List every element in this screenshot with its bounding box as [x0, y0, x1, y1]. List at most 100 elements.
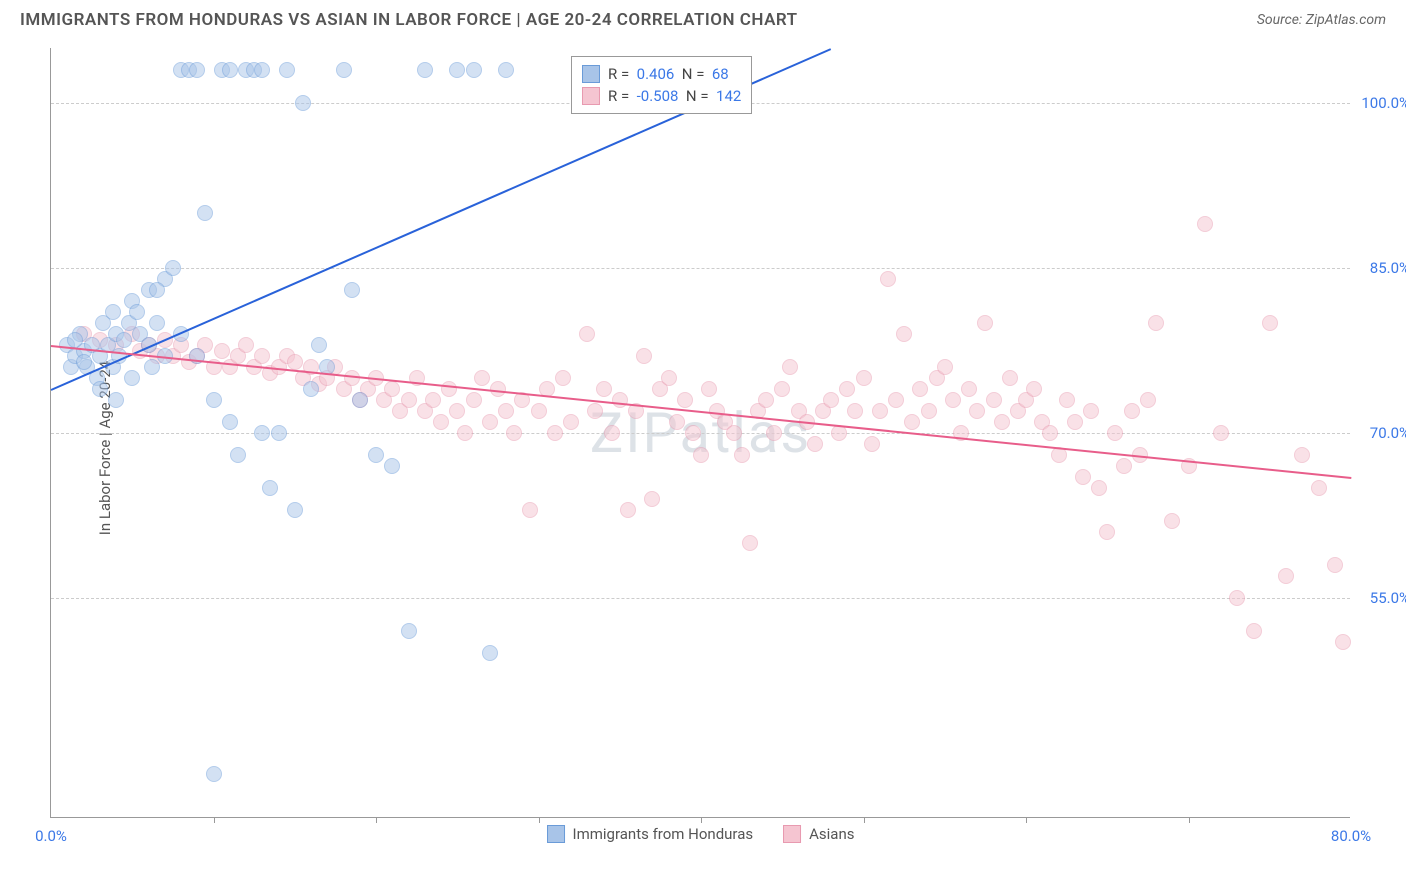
data-point [344, 282, 360, 298]
data-point [872, 403, 888, 419]
data-point [604, 425, 620, 441]
data-point [433, 414, 449, 430]
legend-item: Immigrants from Honduras [547, 825, 754, 843]
x-tick-label: 0.0% [35, 827, 67, 845]
y-tick-label: 85.0% [1355, 259, 1406, 277]
y-tick-label: 100.0% [1355, 94, 1406, 112]
data-point [197, 205, 213, 221]
data-point [449, 403, 465, 419]
data-point [498, 403, 514, 419]
data-point [401, 392, 417, 408]
x-tick-mark [1189, 817, 1190, 823]
data-point [368, 447, 384, 463]
data-point [685, 425, 701, 441]
legend-swatch [582, 65, 600, 83]
x-tick-mark [1026, 817, 1027, 823]
data-point [254, 62, 270, 78]
data-point [417, 62, 433, 78]
data-point [742, 535, 758, 551]
legend-label: Immigrants from Honduras [573, 825, 754, 843]
data-point [579, 326, 595, 342]
data-point [262, 480, 278, 496]
data-point [165, 260, 181, 276]
data-point [238, 337, 254, 353]
data-point [823, 392, 839, 408]
data-point [287, 354, 303, 370]
source-credit: Source: ZipAtlas.com [1257, 12, 1386, 28]
data-point [888, 392, 904, 408]
data-point [1311, 480, 1327, 496]
data-point [839, 381, 855, 397]
data-point [547, 425, 563, 441]
data-point [76, 354, 92, 370]
data-point [912, 381, 928, 397]
data-point [129, 304, 145, 320]
data-point [189, 62, 205, 78]
stats-text: R = -0.508 N = 142 [608, 87, 741, 105]
x-tick-mark [539, 817, 540, 823]
data-point [734, 447, 750, 463]
data-point [531, 403, 547, 419]
gridline-horizontal [51, 268, 1350, 269]
data-point [1124, 403, 1140, 419]
data-point [498, 62, 514, 78]
data-point [1164, 513, 1180, 529]
data-point [401, 623, 417, 639]
data-point [880, 271, 896, 287]
data-point [124, 370, 140, 386]
data-point [693, 447, 709, 463]
data-point [222, 62, 238, 78]
data-point [1091, 480, 1107, 496]
stats-text: R = 0.406 N = 68 [608, 65, 729, 83]
data-point [466, 62, 482, 78]
data-point [1067, 414, 1083, 430]
data-point [1042, 425, 1058, 441]
data-point [856, 370, 872, 386]
data-point [977, 315, 993, 331]
data-point [1083, 403, 1099, 419]
data-point [994, 414, 1010, 430]
data-point [904, 414, 920, 430]
data-point [677, 392, 693, 408]
data-point [921, 403, 937, 419]
data-point [457, 425, 473, 441]
data-point [222, 414, 238, 430]
data-point [105, 304, 121, 320]
data-point [1262, 315, 1278, 331]
data-point [149, 315, 165, 331]
source-link[interactable]: ZipAtlas.com [1306, 12, 1386, 28]
data-point [636, 348, 652, 364]
data-point [144, 359, 160, 375]
data-point [555, 370, 571, 386]
data-point [726, 425, 742, 441]
data-point [1075, 469, 1091, 485]
data-point [758, 392, 774, 408]
data-point [1229, 590, 1245, 606]
data-point [482, 414, 498, 430]
data-point [620, 502, 636, 518]
stats-row: R = 0.406 N = 68 [582, 63, 741, 85]
data-point [441, 381, 457, 397]
data-point [864, 436, 880, 452]
data-point [1213, 425, 1229, 441]
data-point [612, 392, 628, 408]
data-point [1327, 557, 1343, 573]
chart-container: In Labor Force | Age 20-24 ZIPatlas 55.0… [0, 38, 1406, 858]
data-point [969, 403, 985, 419]
data-point [1140, 392, 1156, 408]
data-point [669, 414, 685, 430]
data-point [522, 502, 538, 518]
stats-row: R = -0.508 N = 142 [582, 85, 741, 107]
data-point [287, 502, 303, 518]
data-point [254, 348, 270, 364]
data-point [92, 381, 108, 397]
x-tick-label: 80.0% [1331, 827, 1371, 845]
data-point [384, 458, 400, 474]
data-point [384, 381, 400, 397]
x-tick-mark [376, 817, 377, 823]
data-point [482, 645, 498, 661]
data-point [466, 392, 482, 408]
data-point [1116, 458, 1132, 474]
legend-swatch [582, 87, 600, 105]
plot-area: ZIPatlas 55.0%70.0%85.0%100.0%0.0%80.0%R… [50, 48, 1350, 818]
